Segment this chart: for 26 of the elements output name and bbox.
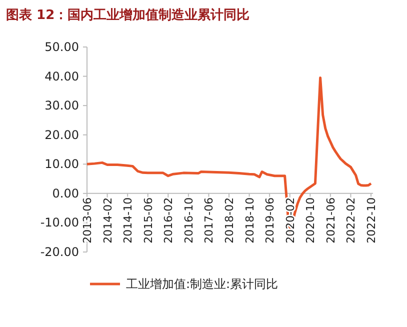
x-tick-label: 2015-06 bbox=[142, 197, 155, 244]
y-tick-label: 40.00 bbox=[44, 69, 79, 84]
y-tick-label: 10.00 bbox=[44, 157, 79, 172]
legend-label: 工业增加值:制造业:累计同比 bbox=[126, 277, 278, 291]
y-tick-label: 0.00 bbox=[52, 186, 79, 200]
x-tick-label: 2020-02 bbox=[284, 197, 297, 244]
y-tick-label: -20.00 bbox=[40, 245, 79, 259]
x-tick-label: 2018-02 bbox=[223, 197, 236, 244]
y-tick-label: 30.00 bbox=[44, 98, 79, 113]
x-tick-label: 2020-10 bbox=[304, 197, 318, 244]
y-tick-label: 50.00 bbox=[44, 40, 79, 54]
x-tick-label: 2014-02 bbox=[101, 197, 114, 244]
x-tick-label: 2013-06 bbox=[81, 197, 94, 244]
x-tick-label: 2022-02 bbox=[344, 197, 358, 244]
y-tick-label: 20.00 bbox=[44, 128, 79, 142]
x-tick-label: 2022-10 bbox=[365, 197, 378, 244]
x-tick-label: 2016-10 bbox=[182, 197, 196, 244]
legend: 工业增加值:制造业:累计同比 bbox=[90, 277, 278, 291]
x-tick-label: 2021-06 bbox=[324, 197, 338, 244]
y-tick-label: -10.00 bbox=[40, 216, 79, 230]
chart-title: 图表 12：国内工业增加值制造业累计同比 bbox=[6, 8, 250, 23]
x-tick-label: 2016-02 bbox=[162, 197, 176, 244]
x-tick-label: 2014-10 bbox=[122, 197, 135, 244]
x-tick-label: 2019-06 bbox=[264, 197, 277, 244]
x-tick-label: 2017-06 bbox=[202, 197, 216, 244]
x-tick-label: 2018-10 bbox=[243, 197, 256, 244]
